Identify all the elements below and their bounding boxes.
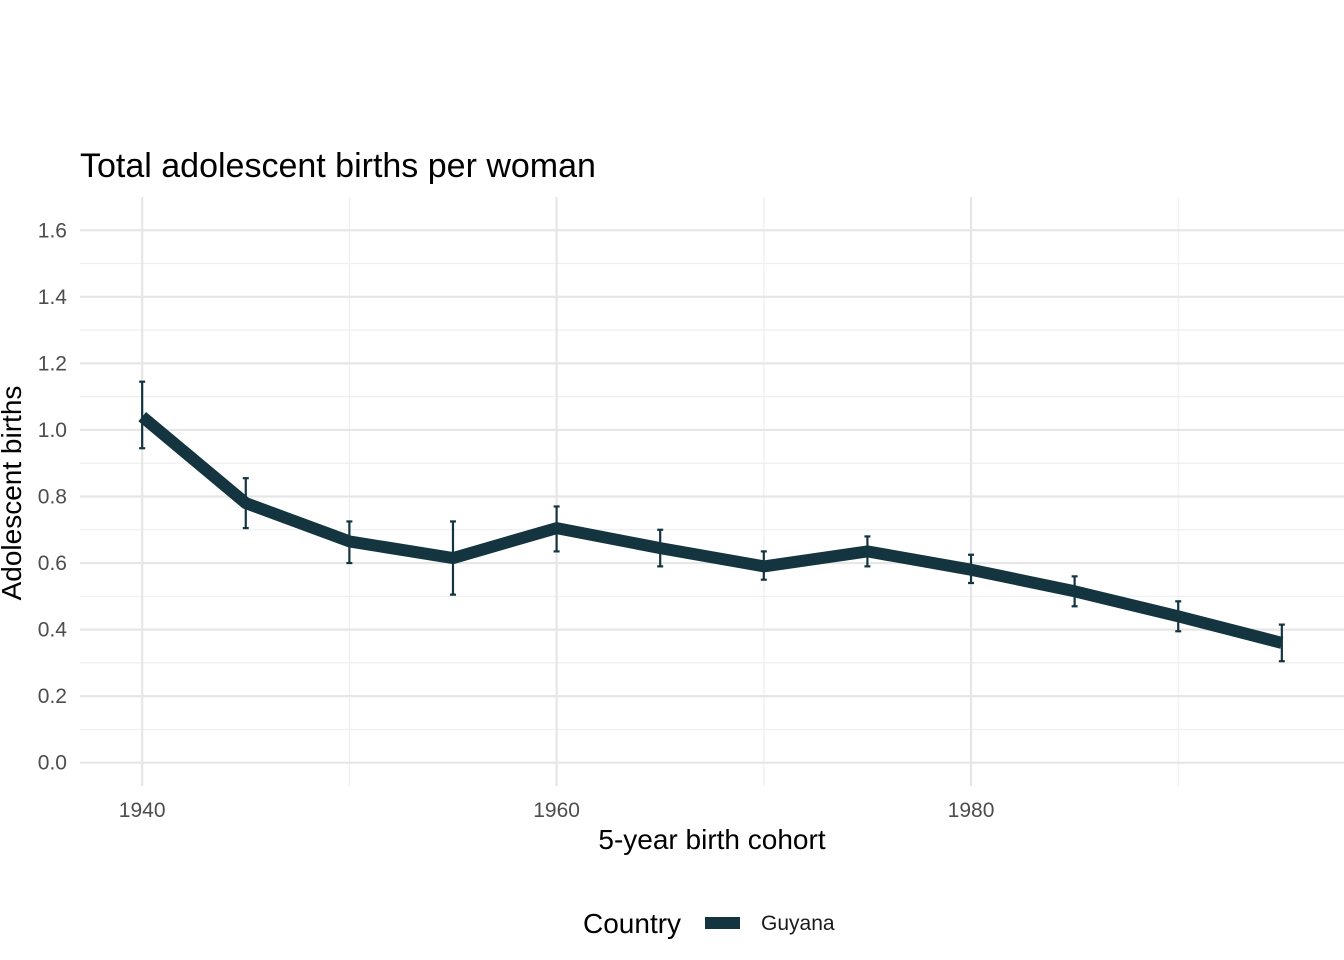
series-line-guyana: [138, 411, 1284, 649]
x-tick-label: 1980: [948, 799, 995, 822]
error-bar: [139, 380, 146, 450]
y-tick-label: 0.8: [38, 485, 67, 508]
y-tick-label: 1.6: [38, 219, 67, 242]
x-axis-ticks: 1940 1960 1980: [119, 799, 995, 822]
legend-label-guyana: Guyana: [761, 912, 835, 935]
y-tick-label: 1.0: [38, 419, 67, 442]
y-tick-label: 0.6: [38, 552, 67, 575]
y-tick-label: 1.4: [38, 286, 68, 309]
x-axis-title: 5-year birth cohort: [598, 824, 825, 855]
chart-title: Total adolescent births per woman: [80, 147, 596, 185]
legend-swatch-guyana: [705, 917, 740, 929]
y-tick-label: 0.2: [38, 685, 67, 708]
series-lines: [138, 411, 1284, 649]
x-tick-label: 1940: [119, 799, 166, 822]
y-tick-label: 1.2: [38, 352, 67, 375]
y-tick-label: 0.4: [38, 619, 68, 642]
y-axis-ticks: 0.0 0.2 0.4 0.6 0.8 1.0 1.2 1.4 1.6: [38, 219, 68, 774]
grid: [80, 197, 1344, 786]
legend: Country Guyana: [583, 908, 835, 939]
y-tick-label: 0.0: [38, 752, 67, 775]
y-axis-title: Adolescent births: [0, 386, 27, 601]
x-tick-label: 1960: [533, 799, 580, 822]
legend-title: Country: [583, 908, 681, 939]
error-bar: [1278, 623, 1285, 663]
